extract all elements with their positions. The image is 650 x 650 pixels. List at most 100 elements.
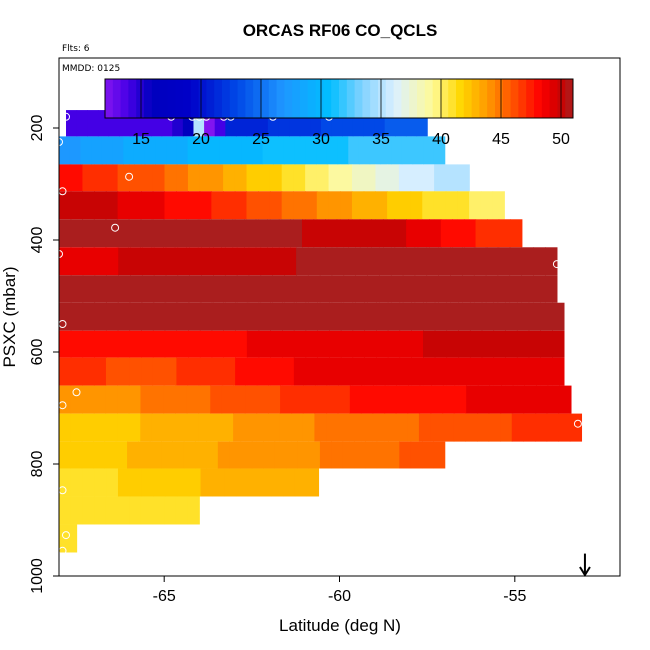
heatmap-cell xyxy=(340,164,353,192)
heatmap-cell xyxy=(164,191,177,220)
colorbar-cell xyxy=(284,79,293,118)
heatmap-cell xyxy=(294,468,308,497)
heatmap-cell xyxy=(348,219,361,248)
heatmap-cell xyxy=(438,247,451,276)
heatmap-cell xyxy=(353,441,366,469)
heatmap-cell xyxy=(278,219,292,248)
heatmap-cell xyxy=(296,275,309,303)
heatmap-cell xyxy=(291,413,304,442)
heatmap-cell xyxy=(188,357,201,386)
heatmap-cell xyxy=(70,219,83,248)
heatmap-cell xyxy=(364,302,377,331)
heatmap-cell xyxy=(258,302,271,331)
heatmap-cell xyxy=(305,191,318,220)
heatmap-cell xyxy=(188,468,202,497)
heatmap-cell xyxy=(465,413,478,442)
heatmap-cell xyxy=(263,441,276,469)
heatmap-cell xyxy=(380,136,392,165)
heatmap-cell xyxy=(363,164,377,192)
heatmap-cell xyxy=(59,496,72,525)
heatmap-cell xyxy=(195,441,208,469)
heatmap-cell xyxy=(223,191,236,220)
heatmap-cell xyxy=(163,219,176,248)
heatmap-cell xyxy=(411,357,424,386)
heatmap-cell xyxy=(199,302,213,331)
heatmap-cell xyxy=(473,247,487,276)
heatmap-cell xyxy=(176,191,189,220)
heatmap-cell xyxy=(235,330,248,358)
heatmap-cell xyxy=(106,275,119,303)
heatmap-cell xyxy=(260,247,273,276)
heatmap-cell xyxy=(516,357,530,386)
heatmap-cell xyxy=(152,330,166,358)
heatmap-cell xyxy=(359,219,373,248)
heatmap-cell xyxy=(211,330,224,358)
heatmap-cell xyxy=(476,413,490,442)
colorbar-cell xyxy=(206,79,215,118)
heatmap-cell xyxy=(282,330,295,358)
heatmap-cell xyxy=(199,330,213,358)
heatmap-cell xyxy=(433,136,446,165)
heatmap-cell xyxy=(224,247,238,276)
heatmap-cell xyxy=(246,302,260,331)
heatmap-cell xyxy=(152,496,165,525)
heatmap-cell xyxy=(246,330,260,358)
heatmap-cell xyxy=(481,330,495,358)
heatmap-cell xyxy=(130,275,143,303)
heatmap-cell xyxy=(153,275,167,303)
heatmap-cell xyxy=(325,219,338,248)
heatmap-cell xyxy=(540,330,553,358)
heatmap-cell xyxy=(123,136,135,165)
heatmap-cell xyxy=(70,191,84,220)
heatmap-cell xyxy=(452,219,465,248)
heatmap-cell xyxy=(458,330,471,358)
heatmap-cell xyxy=(365,441,378,469)
heatmap-cell xyxy=(367,275,380,303)
heatmap-cell xyxy=(487,219,500,248)
heatmap-cell xyxy=(224,275,238,303)
heatmap-cell xyxy=(422,164,435,192)
heatmap-cell xyxy=(423,136,435,165)
heatmap-cell xyxy=(151,413,165,442)
heatmap-cell xyxy=(540,357,553,386)
heatmap-cell xyxy=(230,136,242,165)
heatmap-cell xyxy=(450,247,463,276)
heatmap-cell xyxy=(492,191,505,220)
heatmap-cell xyxy=(59,385,72,414)
colorbar-cell xyxy=(401,79,410,118)
heatmap-cell xyxy=(188,302,201,331)
heatmap-cell xyxy=(552,357,565,386)
heatmap-cell xyxy=(493,357,506,386)
heatmap-cell xyxy=(172,110,184,137)
heatmap-cell xyxy=(469,302,483,331)
heatmap-cell xyxy=(82,385,95,414)
heatmap-cell xyxy=(140,385,153,414)
colorbar-cells xyxy=(105,79,574,118)
heatmap-cell xyxy=(533,247,546,276)
heatmap-cell xyxy=(91,136,103,165)
heatmap-cell xyxy=(105,496,119,525)
colorbar-cell xyxy=(534,79,543,118)
heatmap-cell xyxy=(128,219,141,248)
heatmap-cell xyxy=(268,385,281,414)
heatmap-cell xyxy=(319,247,333,276)
heatmap-cell xyxy=(559,385,572,414)
heatmap-cell xyxy=(408,385,421,414)
heatmap-cell xyxy=(212,468,225,497)
y-tick-label: 200 xyxy=(29,115,46,142)
colorbar-tick-label: 50 xyxy=(552,131,570,148)
heatmap-cell xyxy=(229,441,242,469)
colorbar-cell xyxy=(378,79,387,118)
heatmap-cell xyxy=(349,413,362,442)
heatmap-cell xyxy=(70,330,84,358)
heatmap-cell xyxy=(469,357,483,386)
heatmap-cell xyxy=(164,330,178,358)
heatmap-cell xyxy=(198,385,211,414)
heatmap-cell xyxy=(382,219,396,248)
heatmap-cell xyxy=(248,247,262,276)
heatmap-cell xyxy=(414,275,428,303)
heatmap-cell xyxy=(165,468,178,497)
heatmap-cell xyxy=(458,357,471,386)
heatmap-cell xyxy=(82,302,95,331)
